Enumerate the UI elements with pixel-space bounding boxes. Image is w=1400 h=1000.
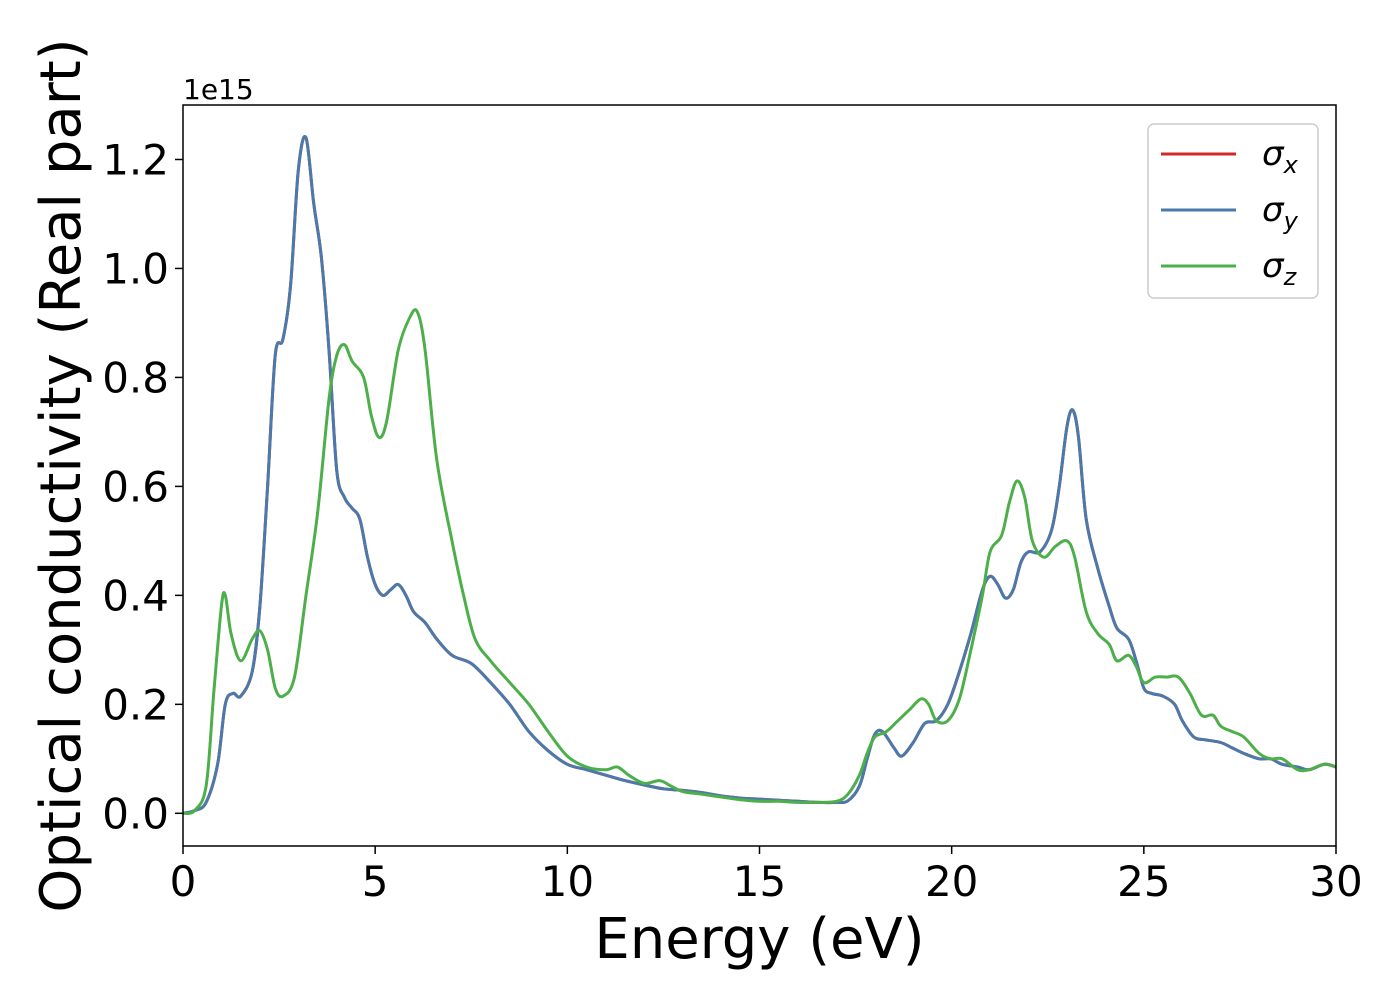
legend-label-y: σy (1262, 190, 1299, 235)
legend-label-base: σ (1262, 134, 1285, 174)
legend-label-base: σ (1262, 190, 1285, 230)
x-tick-label: 5 (362, 857, 389, 906)
x-tick-label: 10 (541, 857, 594, 906)
legend-label-subscript: z (1283, 263, 1298, 291)
series-layer (183, 135, 1336, 815)
legend-label-subscript: y (1283, 207, 1299, 235)
y-tick-label: 1.2 (102, 135, 169, 184)
y-tick-label: 1.0 (102, 244, 169, 293)
legend-label-z: σz (1262, 246, 1298, 291)
x-tick-label: 0 (170, 857, 197, 906)
y-tick-label: 0.2 (102, 680, 169, 729)
y-axis: 0.0 0.2 0.4 0.6 0.8 1.0 1.2 (102, 135, 183, 838)
legend-label-base: σ (1262, 246, 1285, 286)
x-tick-label: 20 (925, 857, 978, 906)
x-tick-label: 30 (1309, 857, 1362, 906)
y-tick-label: 0.4 (102, 571, 169, 620)
y-tick-label: 0.8 (102, 353, 169, 402)
x-axis: 0 5 10 15 20 25 30 (170, 846, 1363, 906)
x-tick-label: 15 (733, 857, 786, 906)
legend-label-x: σx (1262, 134, 1299, 179)
x-axis-title: Energy (eV) (594, 907, 924, 972)
y-axis-title: Optical conductivity (Real part) (29, 38, 94, 912)
y-tick-label: 0.0 (102, 789, 169, 838)
series-line-z (183, 308, 1336, 815)
legend-label-subscript: x (1283, 151, 1299, 179)
x-tick-label: 25 (1117, 857, 1170, 906)
y-tick-label: 0.6 (102, 462, 169, 511)
y-offset-label: 1e15 (183, 73, 254, 106)
